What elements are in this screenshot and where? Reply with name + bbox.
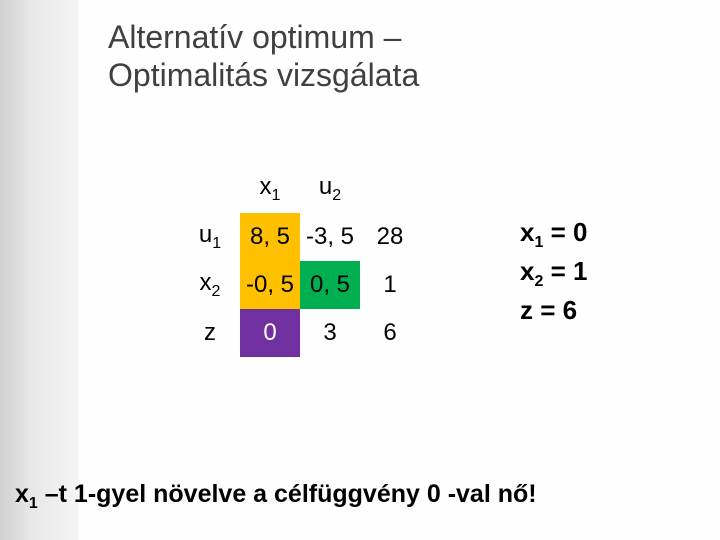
solution-line-1: x1 = 0 bbox=[520, 215, 587, 254]
solution-line-2: x2 = 1 bbox=[520, 254, 587, 293]
gradient-sidebar bbox=[0, 0, 78, 540]
title-line-2: Optimalitás vizsgálata bbox=[108, 57, 419, 93]
cell-1-0: -0, 5 bbox=[240, 261, 300, 309]
cell-2-2: 6 bbox=[360, 309, 420, 357]
simplex-table: x1 u2 u1 8, 5 -3, 5 28 x2 -0, 5 0, 5 1 z… bbox=[180, 165, 420, 357]
bottom-conclusion: x1 –t 1-gyel növelve a célfüggvény 0 -va… bbox=[15, 480, 537, 513]
slide-title: Alternatív optimum – Optimalitás vizsgál… bbox=[108, 18, 419, 95]
row-label-1: u1 bbox=[180, 213, 240, 261]
cell-2-1: 3 bbox=[300, 309, 360, 357]
cell-1-1: 0, 5 bbox=[300, 261, 360, 309]
col-header-2: u2 bbox=[300, 165, 360, 213]
solution-block: x1 = 0 x2 = 1 z = 6 bbox=[520, 215, 587, 328]
cell-2-0: 0 bbox=[240, 309, 300, 357]
table-row: u1 8, 5 -3, 5 28 bbox=[180, 213, 420, 261]
table-row: z 0 3 6 bbox=[180, 309, 420, 357]
cell-0-1: -3, 5 bbox=[300, 213, 360, 261]
cell-1-2: 1 bbox=[360, 261, 420, 309]
title-line-1: Alternatív optimum – bbox=[108, 19, 401, 55]
table-row: x2 -0, 5 0, 5 1 bbox=[180, 261, 420, 309]
solution-line-3: z = 6 bbox=[520, 293, 587, 328]
row-label-2: x2 bbox=[180, 261, 240, 309]
simplex-table-container: x1 u2 u1 8, 5 -3, 5 28 x2 -0, 5 0, 5 1 z… bbox=[180, 165, 420, 357]
row-label-3: z bbox=[180, 309, 240, 357]
cell-0-0: 8, 5 bbox=[240, 213, 300, 261]
table-header-row: x1 u2 bbox=[180, 165, 420, 213]
col-header-1: x1 bbox=[240, 165, 300, 213]
cell-0-2: 28 bbox=[360, 213, 420, 261]
